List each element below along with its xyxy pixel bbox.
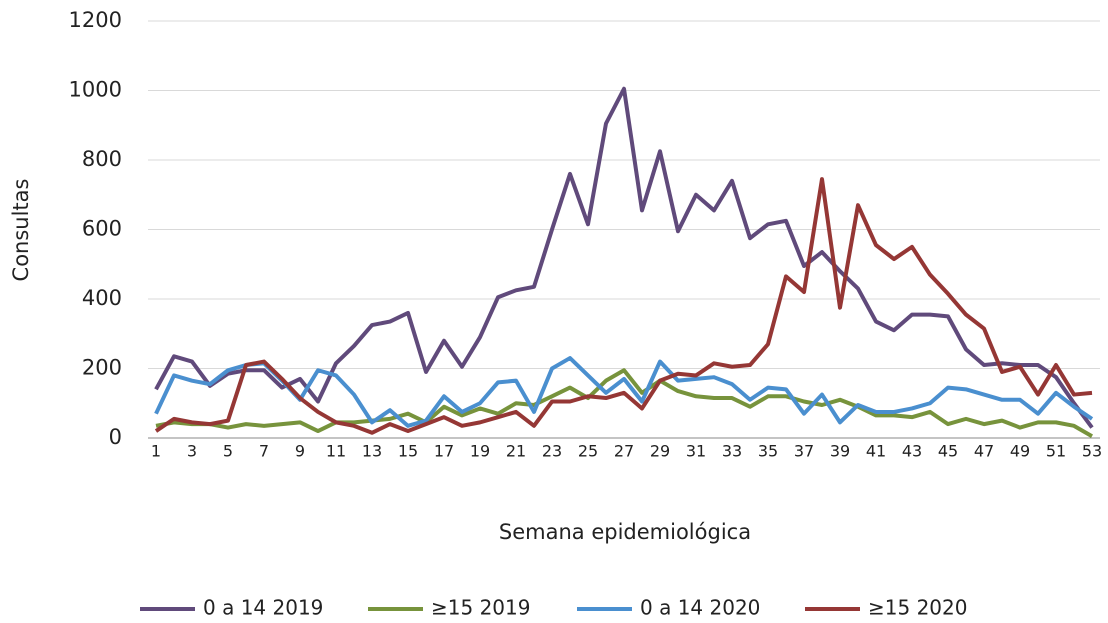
x-tick-label: 41	[866, 442, 886, 461]
y-tick-label: 1000	[69, 78, 122, 102]
x-tick-label: 47	[974, 442, 994, 461]
legend-label: 0 a 14 2019	[203, 596, 323, 620]
x-tick-label: 31	[686, 442, 706, 461]
x-tick-label: 7	[259, 442, 269, 461]
x-tick-label: 17	[434, 442, 454, 461]
x-tick-label: 21	[506, 442, 526, 461]
y-tick-label: 600	[82, 217, 122, 241]
x-tick-label: 3	[187, 442, 197, 461]
y-tick-label: 400	[82, 286, 122, 310]
x-tick-label: 25	[578, 442, 598, 461]
y-tick-label: 200	[82, 356, 122, 380]
x-tick-label: 13	[362, 442, 382, 461]
x-tick-label: 1	[151, 442, 161, 461]
x-tick-label: 19	[470, 442, 490, 461]
x-tick-label: 49	[1010, 442, 1030, 461]
x-tick-label: 9	[295, 442, 305, 461]
x-tick-label: 37	[794, 442, 814, 461]
series-line	[155, 368, 1094, 438]
legend-label: ≥15 2019	[431, 596, 530, 620]
x-tick-label: 5	[223, 442, 233, 461]
series-line	[154, 86, 1094, 429]
y-tick-label: 1200	[69, 8, 122, 32]
x-axis-label: Semana epidemiológica	[499, 520, 751, 544]
y-tick-label: 0	[109, 425, 122, 449]
legend-label: 0 a 14 2020	[640, 596, 760, 620]
x-tick-label: 35	[758, 442, 778, 461]
x-tick-label: 15	[398, 442, 418, 461]
x-tick-label: 45	[938, 442, 958, 461]
x-tick-label: 23	[542, 442, 562, 461]
x-tick-label: 43	[902, 442, 922, 461]
series-line	[154, 356, 1094, 428]
y-tick-label: 800	[82, 147, 122, 171]
x-tick-label: 29	[650, 442, 670, 461]
series-line	[154, 177, 1093, 435]
x-tick-label: 33	[722, 442, 742, 461]
x-tick-label: 27	[614, 442, 634, 461]
x-tick-label: 53	[1082, 442, 1102, 461]
y-axis-label: Consultas	[9, 179, 33, 282]
x-tick-label: 11	[326, 442, 346, 461]
x-tick-label: 39	[830, 442, 850, 461]
legend-label: ≥15 2020	[868, 596, 967, 620]
x-tick-label: 51	[1046, 442, 1066, 461]
